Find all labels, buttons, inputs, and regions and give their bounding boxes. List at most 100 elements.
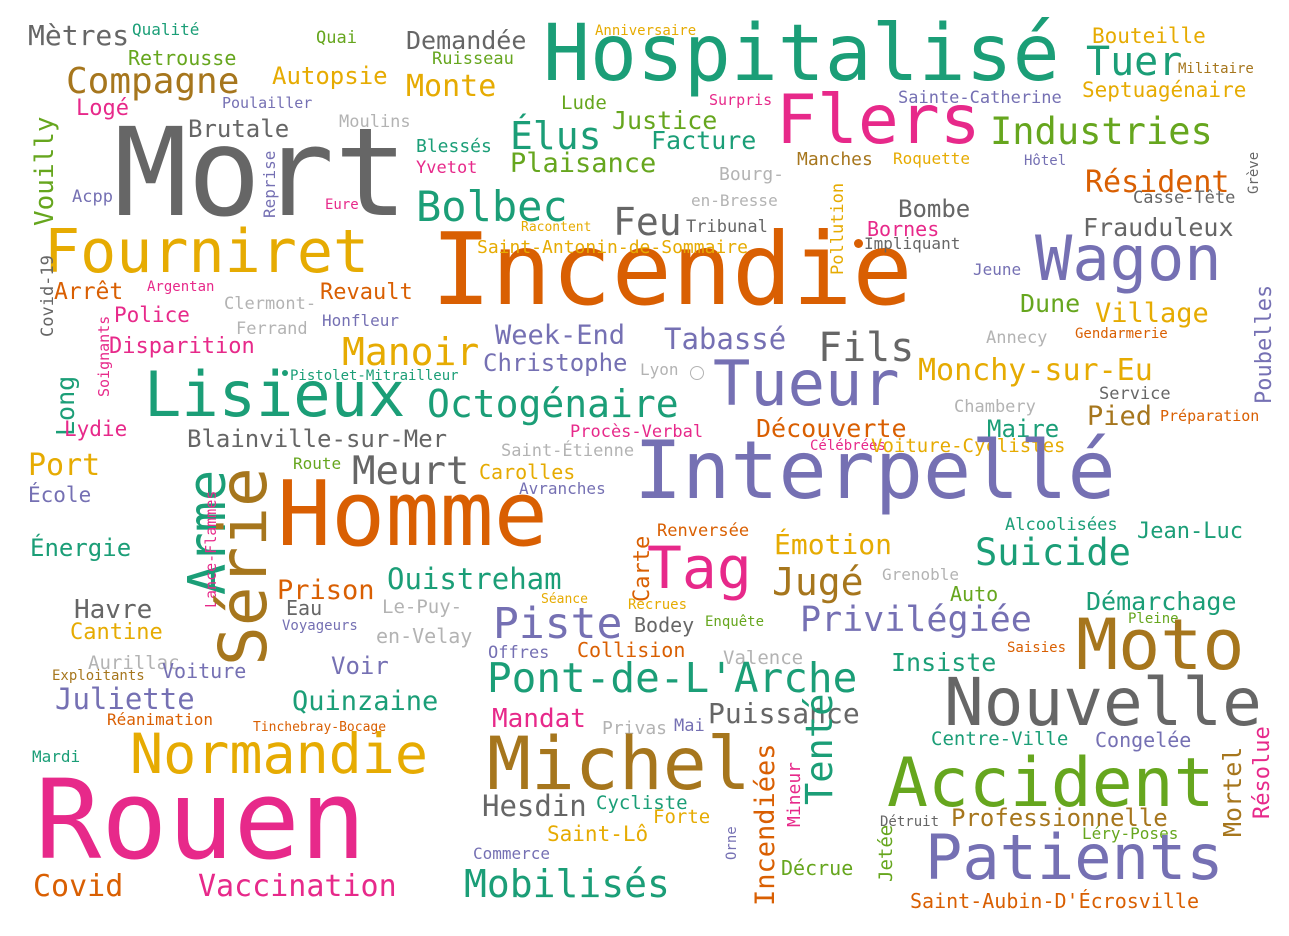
word-chambery: Chambery [954, 397, 1036, 417]
word-route: Route [293, 454, 342, 473]
word-bouteille: Bouteille [1092, 24, 1206, 48]
word-quinzaine: Quinzaine [292, 686, 439, 717]
word-clermont: Clermont- [224, 294, 317, 314]
word-carolles: Carolles [479, 460, 576, 484]
word-police: Police [114, 303, 190, 327]
word-exploitants: Exploitants [52, 668, 145, 684]
word-juliette: Juliette [55, 682, 195, 716]
word-decouverte: Découverte [756, 414, 907, 443]
word-insiste: Insiste [891, 648, 997, 677]
word-frauduleux: Frauduleux [1083, 213, 1234, 242]
word-eau: Eau [286, 596, 323, 620]
word-meurt: Meurt [352, 449, 470, 494]
word-blainville-sur-mer: Blainville-sur-Mer [187, 425, 448, 453]
word-annecy: Annecy [986, 328, 1048, 348]
word-mort: Mort [114, 102, 408, 244]
word-saint-aubin-d-ecrosville: Saint-Aubin-D'Écrosville [910, 889, 1199, 913]
word-racontent: Racontent [521, 220, 592, 235]
word-saint-antonin-de-sommaire: Saint-Antonin-de-Sommaire [477, 237, 748, 258]
word-tente: Tenté [798, 693, 841, 805]
word-greve: Grève [1246, 151, 1262, 194]
word-service: Service [1099, 384, 1171, 404]
word-tribunal: Tribunal [686, 217, 768, 237]
word-incendiees: Incendiées [750, 743, 781, 906]
word-industries: Industries [990, 110, 1213, 153]
word-monte: Monte [406, 69, 497, 104]
word-jeune: Jeune [973, 260, 1022, 279]
word-tabasse: Tabassé [664, 322, 787, 356]
word-casse-tete: Casse-Tête [1133, 188, 1236, 208]
word-professionnelle: Professionnelle [951, 804, 1168, 832]
word-tuer: Tuer [1086, 39, 1183, 85]
word-qualite: Qualité [132, 20, 200, 39]
word-mandat: Mandat [492, 704, 586, 734]
word-collision: Collision [577, 638, 686, 662]
word-incendie: Incendie [431, 211, 913, 328]
word-saisies: Saisies [1007, 640, 1067, 656]
word-detruit: Détruit [880, 814, 940, 830]
word-rouen: Rouen [35, 756, 367, 884]
word-voiture: Voiture [162, 659, 247, 683]
word-serie: Série [205, 467, 282, 666]
word-autopsie: Autopsie [272, 62, 388, 90]
word-manches: Manches [797, 149, 873, 170]
word-bombe: Bombe [898, 195, 971, 223]
word-ouistreham: Ouistreham [387, 562, 562, 596]
word-offres: Offres [488, 643, 550, 663]
word-valence: Valence [723, 647, 804, 669]
word-feu: Feu [613, 200, 682, 244]
word-mai: Mai [674, 716, 705, 736]
word-tinchebray-bocage: Tinchebray-Bocage [253, 720, 387, 735]
word-brutale: Brutale [188, 115, 290, 143]
word-facture: Facture [651, 126, 757, 155]
word-pleine: Pleine [1128, 611, 1179, 627]
word-revault: Revault [320, 280, 413, 305]
word-bornes: Bornes [867, 217, 940, 241]
word-compagne: Compagne [66, 61, 240, 102]
word-justice: Justice [612, 106, 718, 135]
word-le-puy: Le-Puy- [382, 596, 463, 618]
word-poulailler: Poulailler [222, 94, 313, 112]
word-quai: Quai [316, 28, 357, 48]
word-mobilises: Mobilisés [464, 862, 670, 906]
word-maire: Maire [987, 415, 1060, 443]
word-accident: Accident [887, 744, 1215, 823]
word-mardi: Mardi [32, 747, 81, 766]
word-covid: Covid [33, 869, 124, 904]
word-alcoolisees: Alcoolisées [1005, 515, 1118, 535]
word-eure: Eure [325, 197, 359, 213]
word-village: Village [1095, 298, 1209, 329]
word-roquette: Roquette [893, 149, 971, 168]
word-lisieux: Lisieux [144, 358, 406, 431]
word-carte: Carte [630, 535, 655, 602]
word-pistolet-mitrailleur: Pistolet-Mitrailleur [290, 368, 459, 384]
word-yvetot: Yvetot [416, 158, 478, 178]
word-militaire: Militaire [1178, 61, 1254, 77]
word-tag: Tag [647, 534, 752, 602]
word-anniversaire: Anniversaire [595, 23, 697, 39]
word-commerce: Commerce [473, 844, 551, 863]
word-fils: Fils [818, 325, 915, 371]
word-reprise: Reprise [260, 150, 279, 218]
word-hesdin: Hesdin [482, 789, 587, 823]
word-ferrand: Ferrand [236, 319, 308, 339]
word-flers: Flers [776, 81, 981, 160]
word-preparation: Préparation [1160, 407, 1260, 425]
word-metres: Mètres [28, 19, 130, 52]
word-elus: Élus [510, 114, 602, 158]
word-resolue: Résolue [1250, 726, 1275, 819]
word-demandee: Demandée [406, 26, 527, 55]
word-lyon: Lyon [640, 360, 679, 379]
word-orne: Orne [724, 826, 740, 860]
word-normandie: Normandie [130, 722, 429, 786]
word-havre: Havre [74, 595, 153, 625]
word-proces-verbal: Procès-Verbal [570, 422, 704, 442]
word-pied: Pied [1087, 401, 1153, 432]
word-week-end: Week-End [495, 320, 626, 351]
word-manoir: Manoir [342, 330, 480, 374]
word-congelee: Congelée [1095, 728, 1192, 752]
word-jean-luc: Jean-Luc [1137, 519, 1243, 544]
word-ruisseau: Ruisseau [432, 49, 514, 69]
word-hospitalise: Hospitalisé [543, 9, 1060, 99]
word-vouilly: Vouilly [30, 116, 60, 226]
